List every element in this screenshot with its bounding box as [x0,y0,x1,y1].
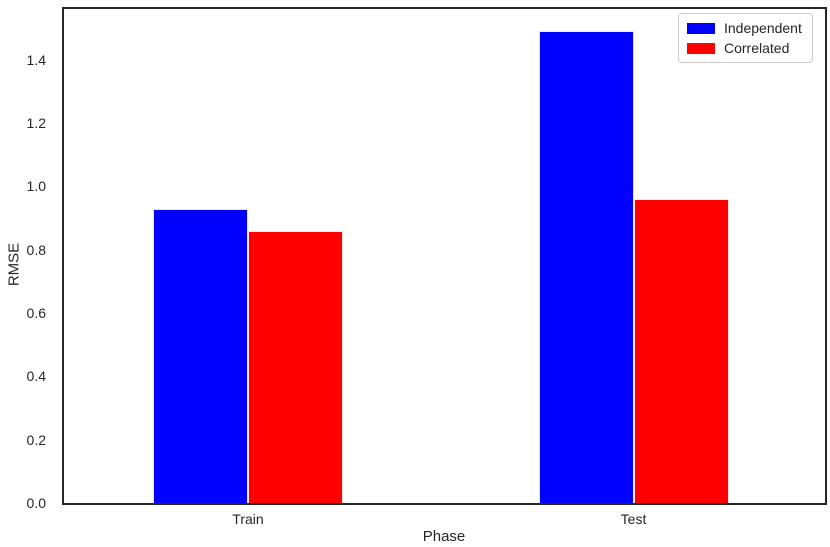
y-tick-label-1.0: 1.0 [26,178,46,195]
x-axis-label: Phase [422,528,466,545]
bar-independent-train [153,208,248,503]
plot-area [62,7,827,505]
y-tick-label-0.2: 0.2 [26,431,46,448]
x-tick-label-test: Test [620,511,647,527]
legend-swatch-correlated [687,42,715,54]
legend: Independent Correlated [678,13,813,63]
legend-item-correlated: Correlated [687,40,802,56]
y-tick-label-0.4: 0.4 [26,368,46,385]
legend-label-correlated: Correlated [724,40,790,56]
legend-item-independent: Independent [687,20,802,36]
legend-swatch-independent [687,22,715,34]
y-tick-label-1.4: 1.4 [26,51,46,68]
bar-correlated-train [248,230,343,503]
bar-correlated-test [633,199,729,503]
legend-label-independent: Independent [724,20,802,36]
y-tick-label-0.8: 0.8 [26,241,46,258]
x-tick-label-train: Train [232,511,264,527]
y-tick-label-0.6: 0.6 [26,305,46,321]
y-tick-label-0.0: 0.0 [26,495,46,511]
bar-independent-test [538,31,634,503]
y-tick-label-1.2: 1.2 [26,115,46,131]
